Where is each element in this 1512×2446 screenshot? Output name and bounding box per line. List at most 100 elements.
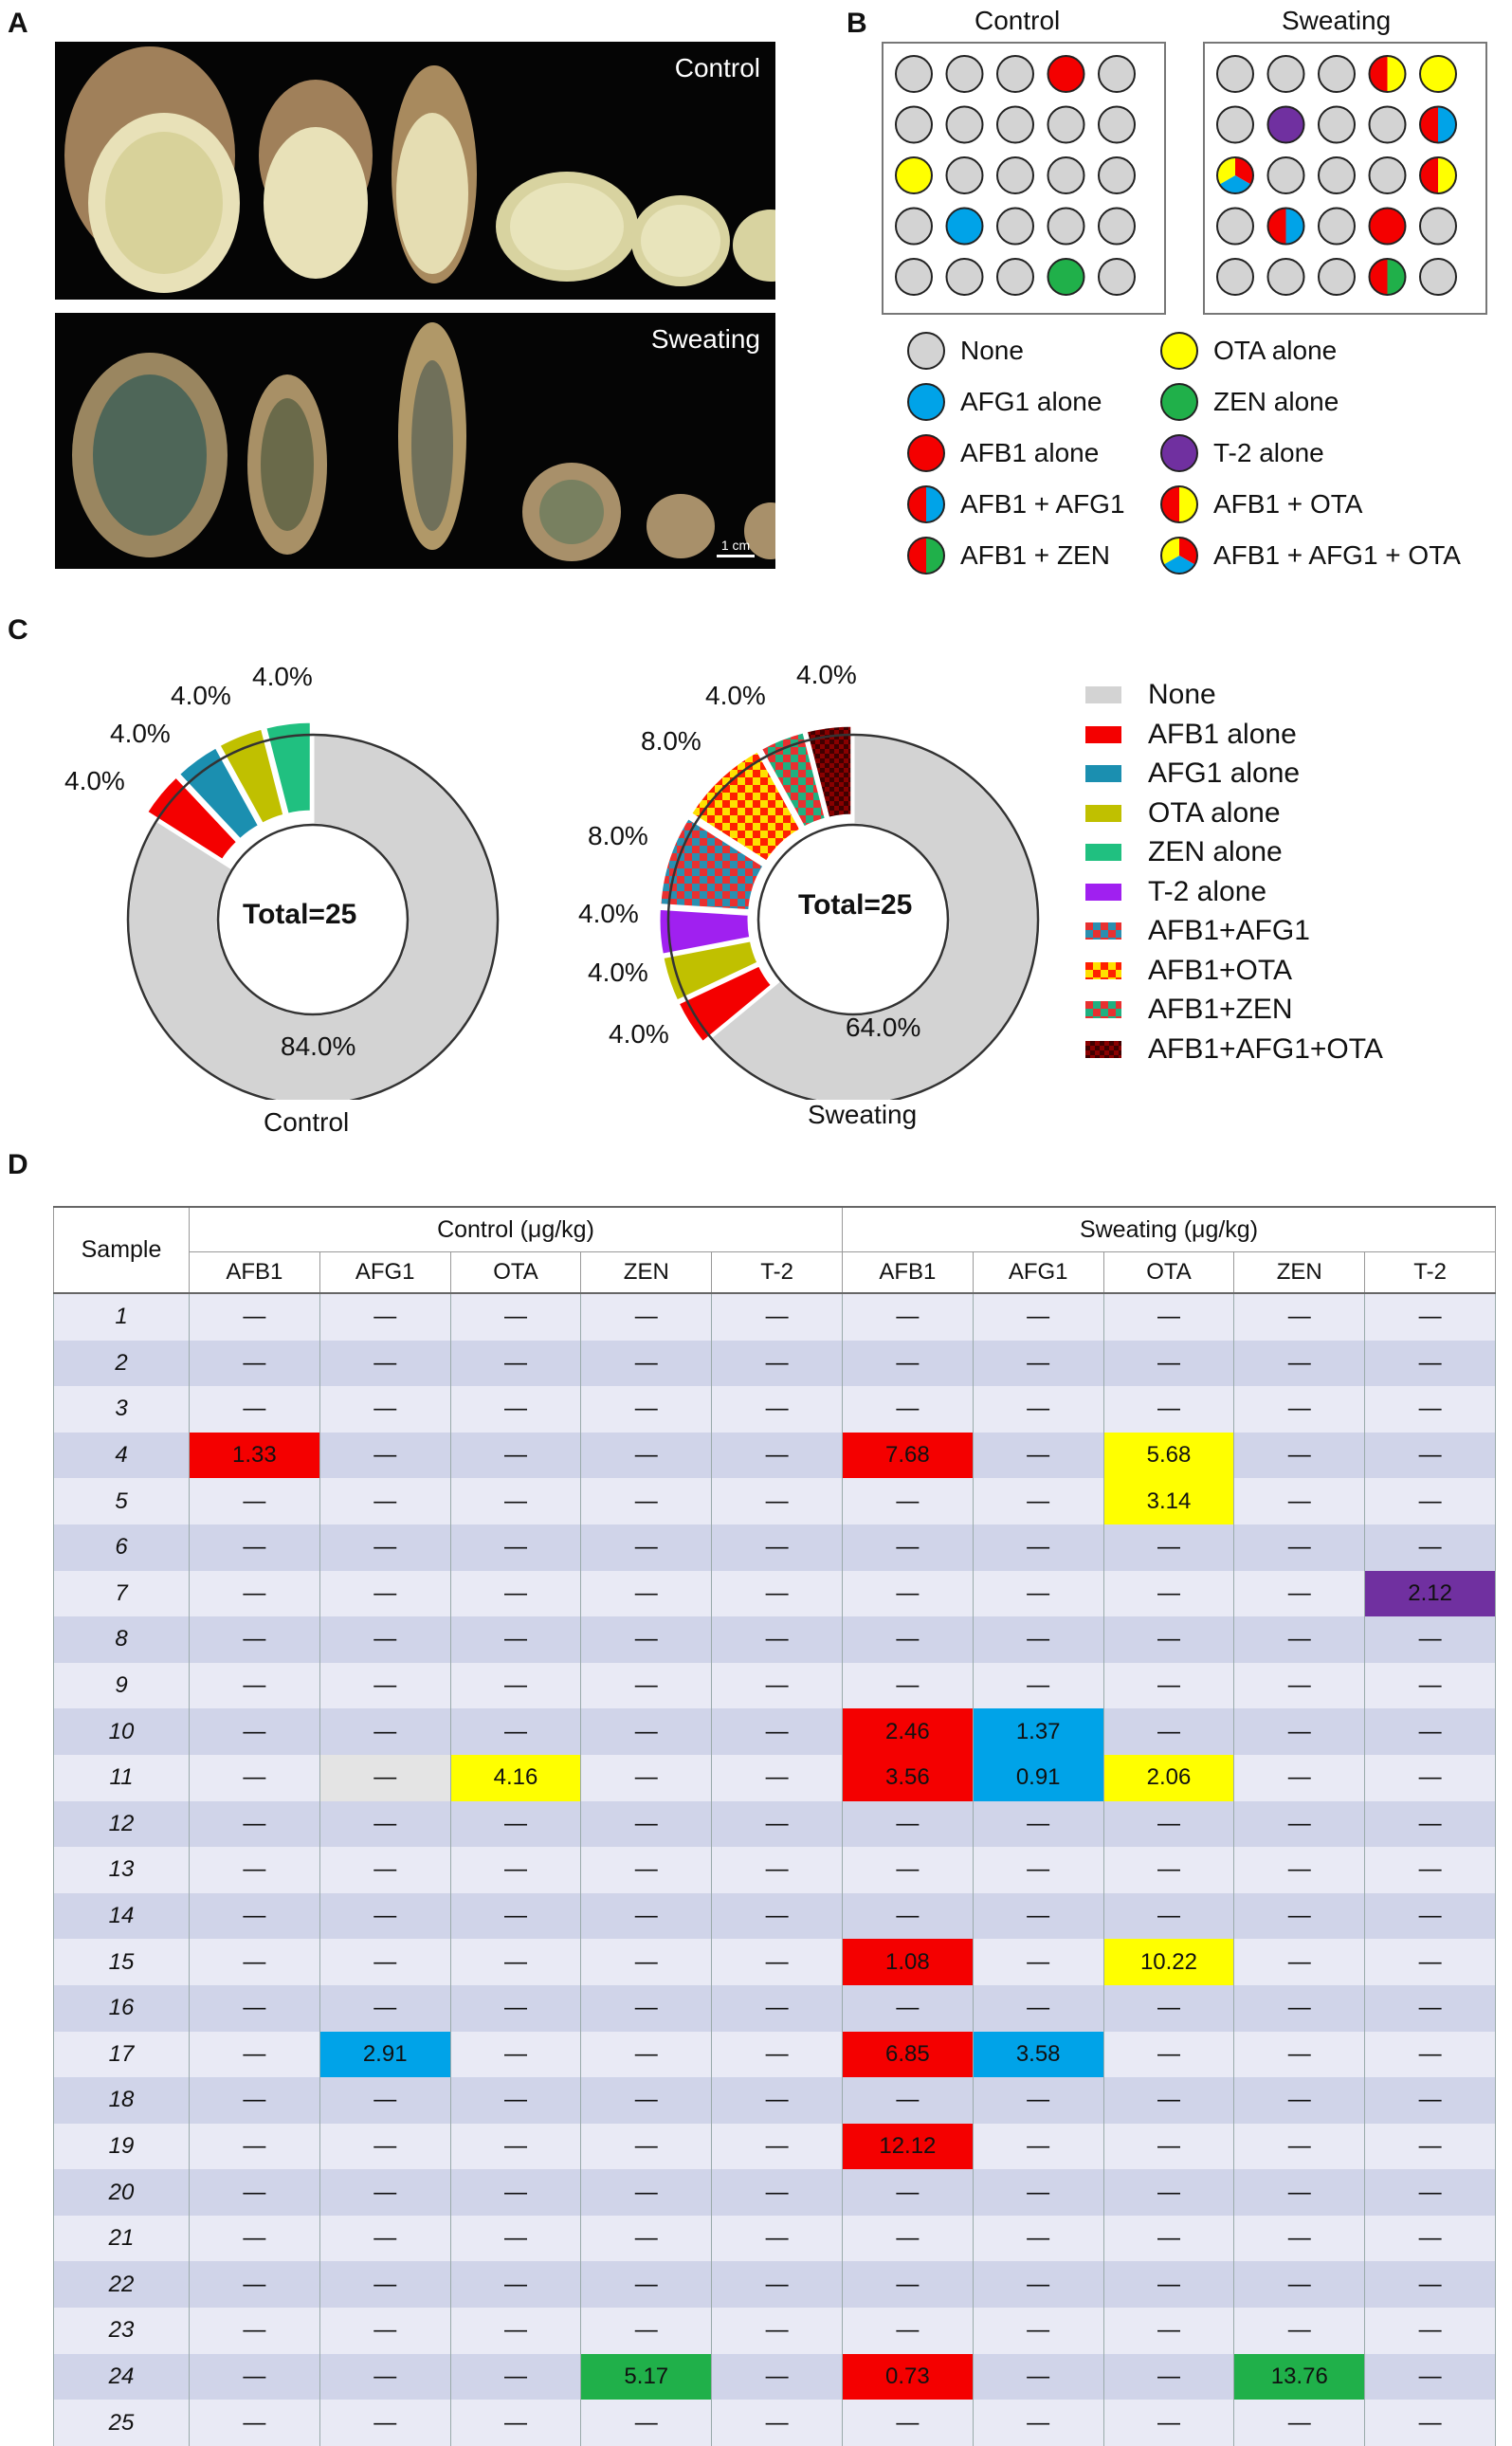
table-cell: — xyxy=(449,1662,582,1709)
sample-number: 6 xyxy=(53,1524,190,1571)
column-header-control-afb1: AFB1 xyxy=(189,1251,320,1294)
table-cell: — xyxy=(319,1616,451,1663)
table-cell: — xyxy=(449,2077,582,2124)
table-cell: — xyxy=(1102,1293,1235,1341)
table-row: 8— — — — — — — — — — xyxy=(53,1616,1496,1663)
table-cell: — xyxy=(972,2123,1104,2170)
table-cell: — xyxy=(1233,1432,1366,1479)
legend-c-label: AFB1+AFG1+OTA xyxy=(1148,1032,1383,1065)
table-cell: — xyxy=(1233,1570,1366,1617)
legend-b-item-afb1: AFB1 alone xyxy=(905,432,1099,474)
table-cell: — xyxy=(1102,2031,1235,2078)
sample-number: 10 xyxy=(53,1708,190,1755)
table-cell: — xyxy=(1364,1800,1496,1848)
table-cell: — xyxy=(319,1939,451,1985)
table-row: 24— — —5.17—0.73— —13.76— xyxy=(53,2353,1496,2400)
sample-number: 16 xyxy=(53,1984,190,2032)
table-row: 1— — — — — — — — — — xyxy=(53,1293,1496,1341)
table-cell: — xyxy=(1364,1984,1496,2032)
table-cell: — xyxy=(841,1570,974,1617)
table-cell: — xyxy=(319,1847,451,1893)
table-cell: — xyxy=(1364,1293,1496,1341)
table-cell: — xyxy=(841,2077,974,2124)
legend-c-label: AFB1+AFG1 xyxy=(1148,915,1310,946)
table-cell: — xyxy=(1233,1984,1366,2032)
table-row: 10— — — — —2.46 1.37— — — xyxy=(53,1708,1496,1755)
legend-b-item-zen: ZEN alone xyxy=(1158,381,1339,423)
table-cell: — xyxy=(1364,2308,1496,2354)
table-cell: — xyxy=(972,2400,1104,2446)
table-cell: — xyxy=(841,1478,974,1524)
control-grid-cell-5-1 xyxy=(895,258,933,296)
legend-c-label: None xyxy=(1148,679,1216,710)
legend-b-item-none: None xyxy=(905,330,1024,372)
table-cell: — xyxy=(1233,2261,1366,2309)
control-grid-cell-4-1 xyxy=(895,207,933,246)
table-cell: — xyxy=(711,2031,843,2078)
table-cell: — xyxy=(319,2123,451,2170)
table-cell: — xyxy=(449,2215,582,2262)
legend-c-label: AFG1 alone xyxy=(1148,758,1301,789)
sweating-grid-cell-3-2 xyxy=(1266,156,1305,194)
table-cell: — xyxy=(711,2169,843,2216)
table-cell: — xyxy=(449,2031,582,2078)
sample-number: 15 xyxy=(53,1939,190,1985)
sample-number: 4 xyxy=(53,1432,190,1479)
table-cell: — xyxy=(189,1340,320,1387)
legend-b-label: ZEN alone xyxy=(1213,387,1339,416)
table-cell: — xyxy=(1102,2123,1235,2170)
table-cell: — xyxy=(580,1386,713,1433)
table-cell: — xyxy=(1233,1662,1366,1709)
legend-c-item-ota-alone: OTA alone xyxy=(1085,797,1281,830)
ota-swatch-icon xyxy=(1160,332,1198,370)
sweating-pct-afb1afg1: 8.0% xyxy=(588,821,648,850)
table-cell: — xyxy=(319,1386,451,1433)
table-cell: — xyxy=(841,1892,974,1940)
table-cell: — xyxy=(189,2169,320,2216)
column-header-control-zen: ZEN xyxy=(580,1251,713,1294)
table-cell: — xyxy=(189,1662,320,1709)
table-cell: — xyxy=(580,1340,713,1387)
legend-c-swatch xyxy=(1085,961,1121,979)
control-pct-ota: 4.0% xyxy=(171,681,231,710)
control-pct-none: 84.0% xyxy=(281,1031,356,1061)
table-cell: — xyxy=(319,1570,451,1617)
table-cell: — xyxy=(1364,1386,1496,1433)
table-cell: — xyxy=(841,1524,974,1571)
table-cell: — xyxy=(972,2353,1104,2400)
table-row: 4 1.33— — — —7.68—5.68— — xyxy=(53,1432,1496,1479)
legend-b-label: AFB1 + OTA xyxy=(1213,489,1363,519)
table-cell: — xyxy=(319,1432,451,1479)
control-grid-cell-2-3 xyxy=(996,105,1034,144)
table-row: 13— — — — — — — — — — xyxy=(53,1847,1496,1893)
control-grid-cell-1-5 xyxy=(1098,55,1136,93)
table-cell: — xyxy=(1102,1386,1235,1433)
table-cell: — xyxy=(1364,2215,1496,2262)
column-header-control-ota: OTA xyxy=(449,1251,582,1294)
table-cell: — xyxy=(189,2400,320,2446)
table-cell: — xyxy=(580,2169,713,2216)
sweating-photo: Sweating 1 cm xyxy=(55,313,775,569)
control-header: Control (μg/kg) xyxy=(189,1206,843,1252)
sample-number: 11 xyxy=(53,1754,190,1801)
table-cell: — xyxy=(580,1847,713,1893)
table-cell: — xyxy=(189,1892,320,1940)
afb1_zen-swatch-icon xyxy=(907,537,945,575)
table-cell: 10.22 xyxy=(1102,1939,1235,1985)
table-cell: 2.46 xyxy=(841,1708,974,1755)
table-cell: — xyxy=(972,1847,1104,1893)
table-cell: — xyxy=(449,2169,582,2216)
table-row: 18— — — — — — — — — — xyxy=(53,2077,1496,2124)
table-cell: — xyxy=(1102,1708,1235,1755)
control-photo-label: Control xyxy=(674,53,760,82)
sweating-donut-chart xyxy=(657,723,1040,1100)
table-cell: — xyxy=(1364,1340,1496,1387)
control-grid-title: Control xyxy=(975,6,1061,35)
legend-b-item-afb1_afg1: AFB1 + AFG1 xyxy=(905,484,1125,525)
table-cell: — xyxy=(1233,1754,1366,1801)
table-cell: — xyxy=(189,1478,320,1524)
table-cell: — xyxy=(1364,1432,1496,1479)
table-cell: — xyxy=(1233,1340,1366,1387)
legend-b-label: T-2 alone xyxy=(1213,438,1324,467)
table-cell: — xyxy=(319,1293,451,1341)
